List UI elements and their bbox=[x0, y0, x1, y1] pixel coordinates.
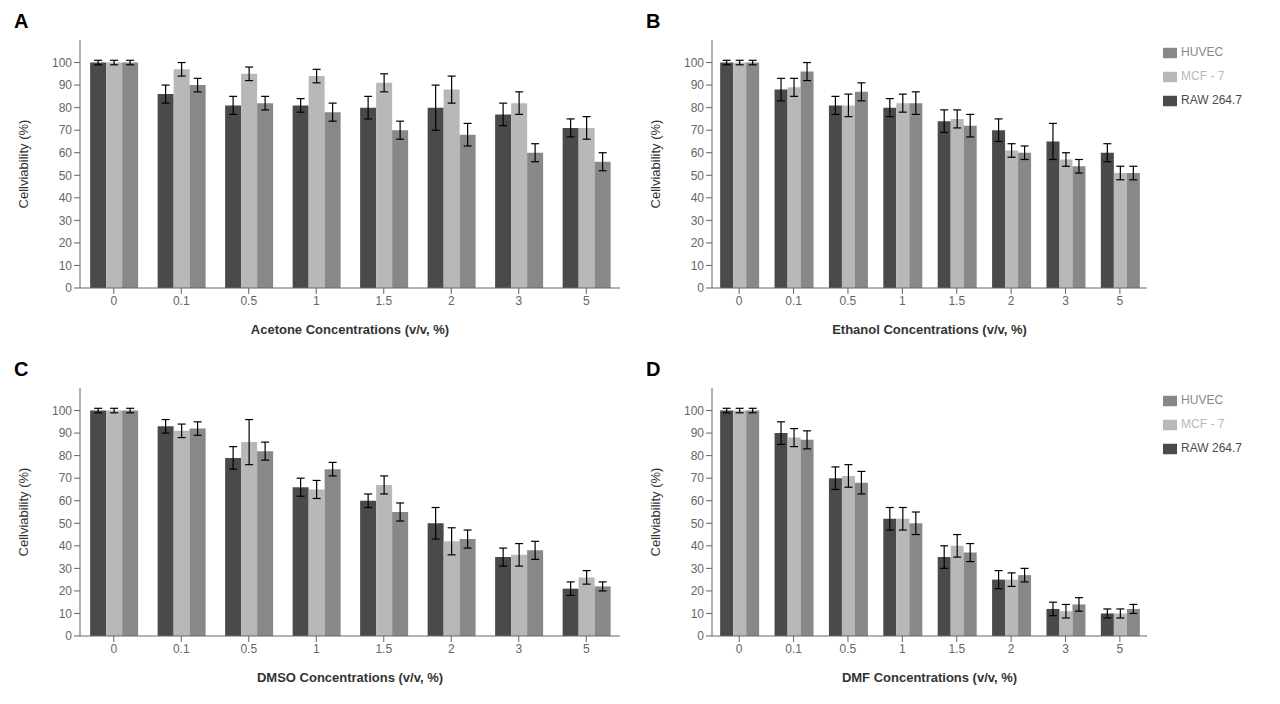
html-text:B: B bbox=[646, 10, 661, 32]
svg-text:0: 0 bbox=[697, 281, 704, 295]
svg-text:5: 5 bbox=[583, 294, 590, 308]
svg-text:2: 2 bbox=[1008, 294, 1015, 308]
svg-text:90: 90 bbox=[59, 426, 73, 440]
svg-text:90: 90 bbox=[691, 426, 705, 440]
svg-text:10: 10 bbox=[59, 259, 73, 273]
svg-text:1.5: 1.5 bbox=[948, 642, 965, 656]
svg-text:10: 10 bbox=[691, 259, 705, 273]
svg-text:1: 1 bbox=[899, 294, 906, 308]
svg-text:1.5: 1.5 bbox=[375, 642, 392, 656]
html-text:D: D bbox=[646, 358, 661, 380]
svg-text:40: 40 bbox=[691, 539, 705, 553]
svg-text:Ethanol Concentrations (v/v, %: Ethanol Concentrations (v/v, %) bbox=[832, 322, 1027, 337]
svg-text:0.5: 0.5 bbox=[240, 642, 257, 656]
svg-text:2: 2 bbox=[448, 642, 455, 656]
svg-text:3: 3 bbox=[1062, 642, 1069, 656]
svg-text:5: 5 bbox=[583, 642, 590, 656]
svg-text:0.1: 0.1 bbox=[173, 294, 190, 308]
svg-text:0.5: 0.5 bbox=[840, 294, 857, 308]
svg-text:70: 70 bbox=[59, 471, 73, 485]
svg-text:1: 1 bbox=[899, 642, 906, 656]
svg-text:3: 3 bbox=[1062, 294, 1069, 308]
svg-text:0.1: 0.1 bbox=[785, 642, 802, 656]
svg-text:0: 0 bbox=[65, 281, 72, 295]
svg-text:10: 10 bbox=[691, 607, 705, 621]
svg-text:50: 50 bbox=[59, 169, 73, 183]
svg-text:70: 70 bbox=[691, 471, 705, 485]
svg-text:40: 40 bbox=[59, 191, 73, 205]
svg-text:30: 30 bbox=[691, 562, 705, 576]
svg-text:2: 2 bbox=[1008, 642, 1015, 656]
html-text:RAW 264.7: RAW 264.7 bbox=[1181, 93, 1242, 107]
svg-text:0.5: 0.5 bbox=[840, 642, 857, 656]
svg-text:3: 3 bbox=[515, 642, 522, 656]
svg-text:DMSO Concentrations (v/v, %): DMSO Concentrations (v/v, %) bbox=[257, 670, 443, 685]
svg-text:Acetone Concentrations (v/v, %: Acetone Concentrations (v/v, %) bbox=[251, 322, 449, 337]
svg-text:80: 80 bbox=[59, 101, 73, 115]
svg-text:DMF Concentrations (v/v, %): DMF Concentrations (v/v, %) bbox=[842, 670, 1017, 685]
html-text:A: A bbox=[14, 10, 29, 32]
svg-text:80: 80 bbox=[691, 449, 705, 463]
svg-text:1: 1 bbox=[313, 642, 320, 656]
svg-text:100: 100 bbox=[52, 56, 72, 70]
svg-text:40: 40 bbox=[691, 191, 705, 205]
svg-text:20: 20 bbox=[691, 236, 705, 250]
svg-text:100: 100 bbox=[684, 56, 704, 70]
svg-text:40: 40 bbox=[59, 539, 73, 553]
svg-text:20: 20 bbox=[59, 236, 73, 250]
html-text:C: C bbox=[14, 358, 29, 380]
svg-text:0: 0 bbox=[736, 294, 743, 308]
svg-text:50: 50 bbox=[691, 517, 705, 531]
svg-text:70: 70 bbox=[691, 123, 705, 137]
svg-text:10: 10 bbox=[59, 607, 73, 621]
svg-text:0: 0 bbox=[110, 642, 117, 656]
svg-text:60: 60 bbox=[59, 146, 73, 160]
svg-text:0: 0 bbox=[65, 629, 72, 643]
html-text:MCF - 7: MCF - 7 bbox=[1181, 417, 1225, 431]
svg-text:100: 100 bbox=[684, 404, 704, 418]
svg-text:0.5: 0.5 bbox=[240, 294, 257, 308]
svg-text:60: 60 bbox=[691, 494, 705, 508]
svg-text:Cellviability (%): Cellviability (%) bbox=[648, 120, 663, 209]
svg-text:3: 3 bbox=[515, 294, 522, 308]
svg-text:60: 60 bbox=[59, 494, 73, 508]
svg-text:Cellviability (%): Cellviability (%) bbox=[648, 468, 663, 557]
svg-text:20: 20 bbox=[59, 584, 73, 598]
svg-text:2: 2 bbox=[448, 294, 455, 308]
svg-text:0: 0 bbox=[736, 642, 743, 656]
svg-text:80: 80 bbox=[59, 449, 73, 463]
svg-text:30: 30 bbox=[691, 214, 705, 228]
html-text:RAW 264.7: RAW 264.7 bbox=[1181, 441, 1242, 455]
svg-text:0.1: 0.1 bbox=[785, 294, 802, 308]
svg-text:20: 20 bbox=[691, 584, 705, 598]
svg-text:90: 90 bbox=[691, 78, 705, 92]
svg-text:Cellviability (%): Cellviability (%) bbox=[16, 120, 31, 209]
html-text:MCF - 7: MCF - 7 bbox=[1181, 69, 1225, 83]
svg-text:1: 1 bbox=[313, 294, 320, 308]
html-text:HUVEC: HUVEC bbox=[1181, 393, 1224, 407]
svg-text:80: 80 bbox=[691, 101, 705, 115]
svg-text:0.1: 0.1 bbox=[173, 642, 190, 656]
svg-text:70: 70 bbox=[59, 123, 73, 137]
svg-text:100: 100 bbox=[52, 404, 72, 418]
html-text:HUVEC: HUVEC bbox=[1181, 45, 1224, 59]
svg-text:60: 60 bbox=[691, 146, 705, 160]
svg-text:0: 0 bbox=[110, 294, 117, 308]
svg-text:90: 90 bbox=[59, 78, 73, 92]
svg-text:30: 30 bbox=[59, 214, 73, 228]
svg-text:50: 50 bbox=[691, 169, 705, 183]
svg-text:30: 30 bbox=[59, 562, 73, 576]
svg-text:1.5: 1.5 bbox=[948, 294, 965, 308]
svg-text:0: 0 bbox=[697, 629, 704, 643]
svg-text:50: 50 bbox=[59, 517, 73, 531]
svg-text:Cellviability (%): Cellviability (%) bbox=[16, 468, 31, 557]
svg-text:1.5: 1.5 bbox=[375, 294, 392, 308]
svg-text:5: 5 bbox=[1117, 294, 1124, 308]
svg-text:5: 5 bbox=[1117, 642, 1124, 656]
